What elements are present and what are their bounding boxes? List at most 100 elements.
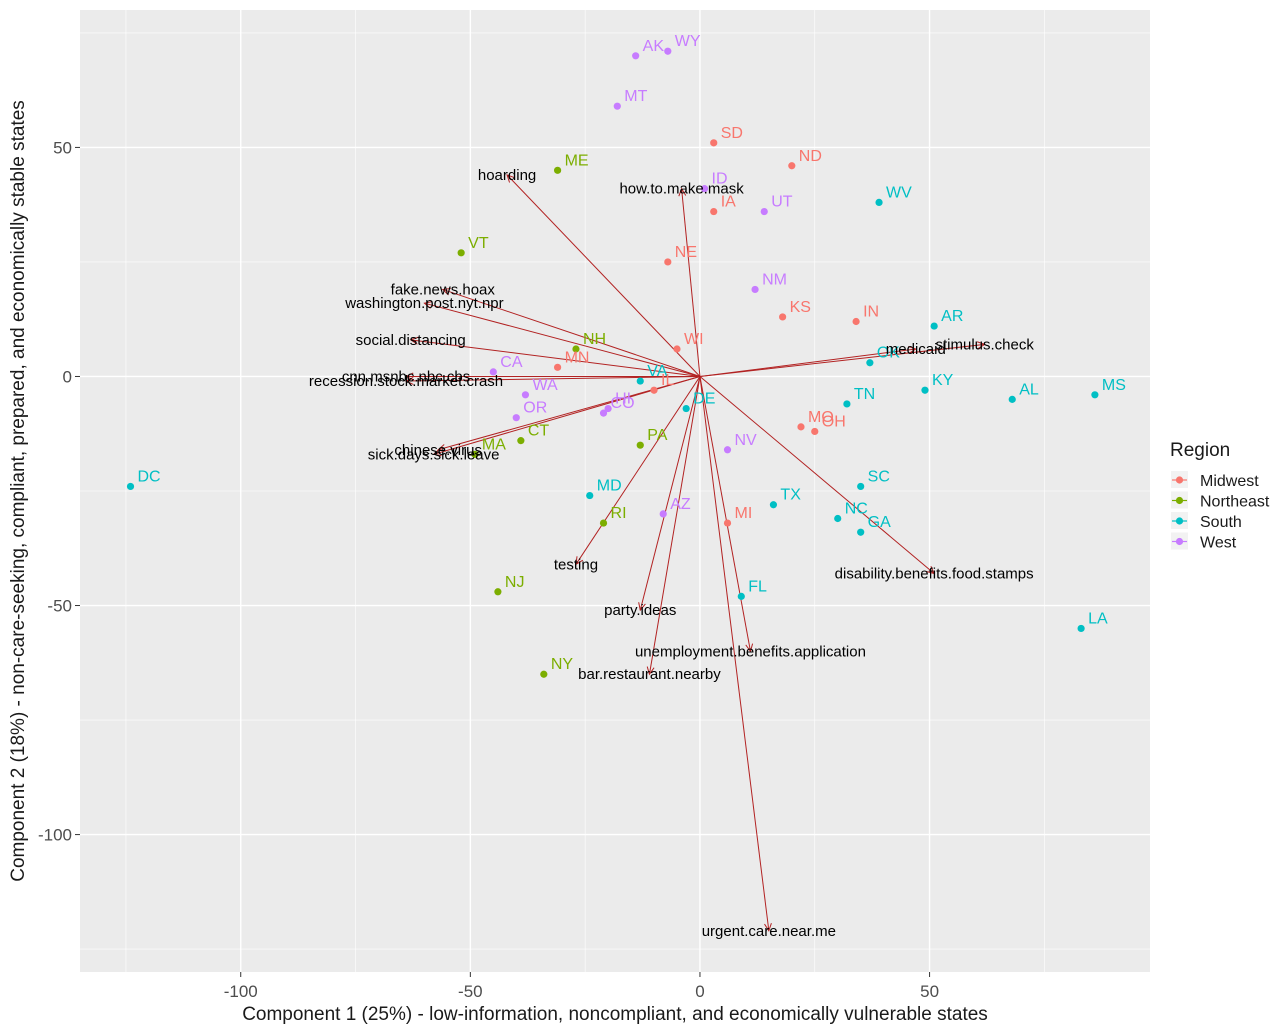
loading-arrow-head [678,187,687,197]
loading-arrow-line [506,174,701,377]
y-tick-label: -100 [38,826,72,845]
state-label: WA [532,377,558,394]
state-point [636,441,644,449]
state-label: ND [799,148,822,165]
loading-arrow-line [681,188,701,377]
state-label: SC [868,468,890,485]
legend: Region Midwest Northeast South West [1170,440,1270,552]
state-label: OH [822,413,846,430]
x-tick-label: -50 [458,982,483,1001]
legend-entry-label: South [1200,514,1242,531]
loading-arrows [404,174,986,932]
loading-arrow-line [406,375,700,382]
loading-arrow-head [638,602,646,612]
state-label: CT [528,423,550,440]
y-axis-label: Component 2 (18%) - non-care-seeking, co… [8,100,29,882]
loading-label: medicaid [886,341,946,358]
state-label: OR [523,400,547,417]
state-label: MD [597,478,622,495]
y-tick-label: 50 [53,138,72,157]
state-label: WI [684,331,704,348]
state-point [540,670,548,678]
state-label: OK [877,345,900,362]
loading-arrow-head [409,336,419,345]
state-label: VT [468,235,489,252]
state-point [700,185,709,193]
state-point [489,368,497,376]
state-point [875,198,883,206]
loading-label: hoarding [478,167,536,184]
state-label: KY [932,372,954,389]
state-point [664,258,672,266]
state-point [553,166,562,174]
state-label: MN [565,349,590,366]
state-label: VA [647,363,667,380]
x-tick-label: 50 [920,982,939,1001]
state-label: PA [647,427,667,444]
state-point [604,404,612,413]
state-point [512,414,520,422]
legend-key-point [1175,537,1184,546]
state-point [779,313,787,321]
state-point [659,510,667,518]
legend-title: Region [1170,440,1230,461]
loading-arrow-line [639,376,701,611]
state-point [788,162,796,170]
state-point [553,363,562,371]
state-label: AK [643,38,665,55]
state-label: MS [1102,377,1126,394]
loading-label: fake.news.hoax [391,281,496,298]
loading-arrow-line [575,376,701,565]
state-point [572,345,580,353]
state-point [521,391,530,399]
state-point [599,409,608,417]
state-point [710,139,718,147]
state-label: MO [808,409,834,426]
state-point [857,528,865,536]
state-label: MT [624,88,647,105]
state-label: UT [771,194,793,211]
state-label: WY [675,33,701,50]
loading-arrow-head [976,341,986,350]
state-point [664,47,672,55]
y-tick-label: -50 [47,597,72,616]
loading-label: washington.post.nyt.npr [344,295,503,312]
state-point [737,592,745,600]
loading-arrow-head [745,643,754,653]
state-point [760,207,768,216]
loading-label: sick.days.sick.leave [368,446,500,463]
state-label: HI [615,391,631,408]
state-label: IL [661,372,674,389]
loading-arrow-line [699,343,985,377]
state-label: IN [863,304,879,321]
state-point [723,446,732,454]
state-point [494,588,502,596]
state-point [843,400,851,408]
legend-entry-label: Midwest [1200,473,1259,490]
state-label: NC [845,500,868,517]
x-tick-label: -100 [224,982,258,1001]
state-point [682,404,690,413]
state-point [457,249,465,257]
legend-key-point [1175,476,1184,484]
state-point [471,450,479,458]
state-label: DE [693,391,715,408]
loading-arrow-head [441,287,451,296]
state-label: MI [735,505,753,522]
loading-label: chinese.virus [394,442,482,459]
loading-arrow-head [506,174,515,183]
loading-arrow-line [699,376,935,574]
loading-label: party.ideas [604,602,676,619]
state-label: NV [735,432,758,449]
loading-arrow-line [699,376,770,931]
state-label: IA [721,194,736,211]
state-label: NH [583,331,606,348]
loading-arrow-line [424,302,701,377]
loading-label: urgent.care.near.me [702,923,836,940]
legend-key-point [1175,496,1184,505]
loading-arrow-head [575,556,584,566]
state-label: FL [748,578,767,595]
state-point [866,359,874,367]
